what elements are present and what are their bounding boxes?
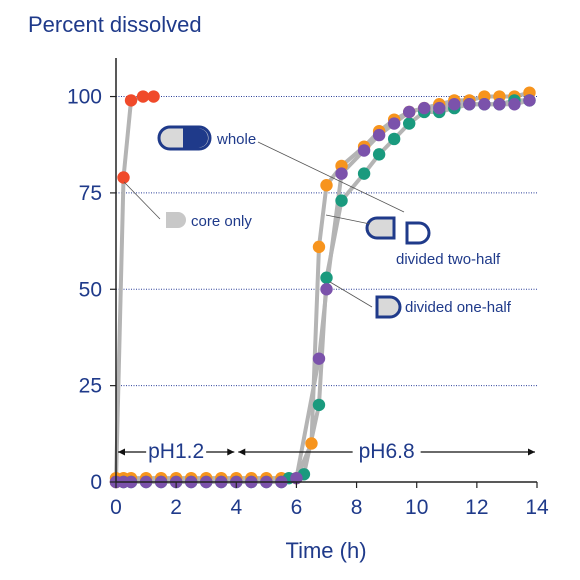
two-half-tablet-icon-left — [365, 216, 396, 240]
leader-line-two-half — [325, 214, 371, 225]
leader-line-one-half — [329, 281, 373, 308]
point-one_half-19 — [387, 117, 401, 130]
point-two_half-20 — [387, 132, 401, 146]
phase-arrowhead-right-0 — [227, 448, 235, 456]
point-core-4 — [147, 90, 160, 103]
point-one_half-14 — [312, 352, 326, 365]
y-tick-label-0: 0 — [90, 471, 102, 494]
y-axis-title: Percent dissolved — [28, 12, 202, 37]
axes: 0 25 50 75 100 0 2 4 6 8 10 12 14 — [67, 58, 549, 519]
label-divided-two-half: divided two-half — [396, 251, 501, 268]
point-whole-14 — [305, 437, 318, 450]
point-one_half-26 — [493, 98, 506, 111]
point-two_half-15 — [312, 398, 326, 412]
two-half-tablet-icon-right — [405, 221, 431, 245]
point-one_half-27 — [508, 98, 521, 111]
point-one_half-28 — [523, 94, 536, 107]
point-two_half-21 — [402, 117, 416, 130]
point-one_half-21 — [418, 101, 431, 115]
label-whole: whole — [216, 131, 256, 148]
annotation-divided-one-half: divided one-half — [329, 281, 512, 319]
annotation-core-only: core only — [123, 181, 252, 230]
x-tick-label-10: 10 — [405, 496, 428, 519]
label-divided-one-half: divided one-half — [405, 299, 512, 316]
point-two_half-18 — [357, 167, 371, 180]
x-tick-label-8: 8 — [351, 496, 363, 519]
point-one_half-16 — [335, 167, 348, 180]
phase-arrowhead-left-0 — [118, 448, 125, 456]
one-half-tablet-icon — [375, 295, 402, 319]
phase-arrowhead-left-1 — [238, 448, 246, 456]
point-core-3 — [136, 90, 150, 103]
point-one_half-24 — [463, 98, 476, 111]
series-line-core — [114, 94, 156, 484]
leader-line-whole — [257, 141, 405, 213]
point-one_half-25 — [478, 98, 491, 111]
point-one_half-15 — [320, 283, 333, 296]
y-tick-label-25: 25 — [79, 375, 102, 398]
phase-arrowhead-right-1 — [528, 448, 535, 456]
annotation-whole: whole — [157, 125, 405, 213]
leader-line-core — [123, 181, 161, 220]
x-tick-label-4: 4 — [230, 496, 242, 519]
x-axis-title: Time (h) — [285, 538, 366, 563]
core-tablet-icon — [166, 212, 186, 228]
point-core-1 — [117, 171, 130, 184]
point-whole-15 — [312, 240, 326, 254]
point-core-2 — [124, 94, 138, 107]
point-two_half-19 — [372, 148, 386, 161]
annotation-divided-two-half: divided two-half — [325, 214, 501, 268]
point-one_half-13 — [290, 471, 303, 485]
x-tick-label-6: 6 — [291, 496, 303, 519]
point-whole-16 — [320, 179, 333, 192]
point-one_half-20 — [402, 105, 416, 119]
point-one_half-22 — [433, 101, 446, 115]
phase-label-1: pH6.8 — [359, 440, 415, 463]
whole-tablet-cap-icon — [184, 128, 208, 148]
phase-label-0: pH1.2 — [148, 440, 204, 463]
label-core-only: core only — [191, 213, 252, 230]
x-tick-label-0: 0 — [110, 496, 122, 519]
y-tick-label-50: 50 — [79, 278, 102, 301]
x-tick-label-12: 12 — [465, 496, 488, 519]
y-tick-label-100: 100 — [67, 86, 102, 109]
x-tick-label-14: 14 — [525, 496, 549, 519]
point-two_half-16 — [320, 271, 333, 284]
point-one_half-18 — [372, 128, 386, 142]
point-two_half-17 — [335, 194, 348, 207]
x-tick-label-2: 2 — [170, 496, 182, 519]
y-tick-label-75: 75 — [79, 182, 102, 205]
phase-arrows: pH1.2 pH6.8 — [118, 440, 535, 463]
point-one_half-23 — [448, 98, 461, 111]
point-one_half-17 — [357, 144, 371, 157]
